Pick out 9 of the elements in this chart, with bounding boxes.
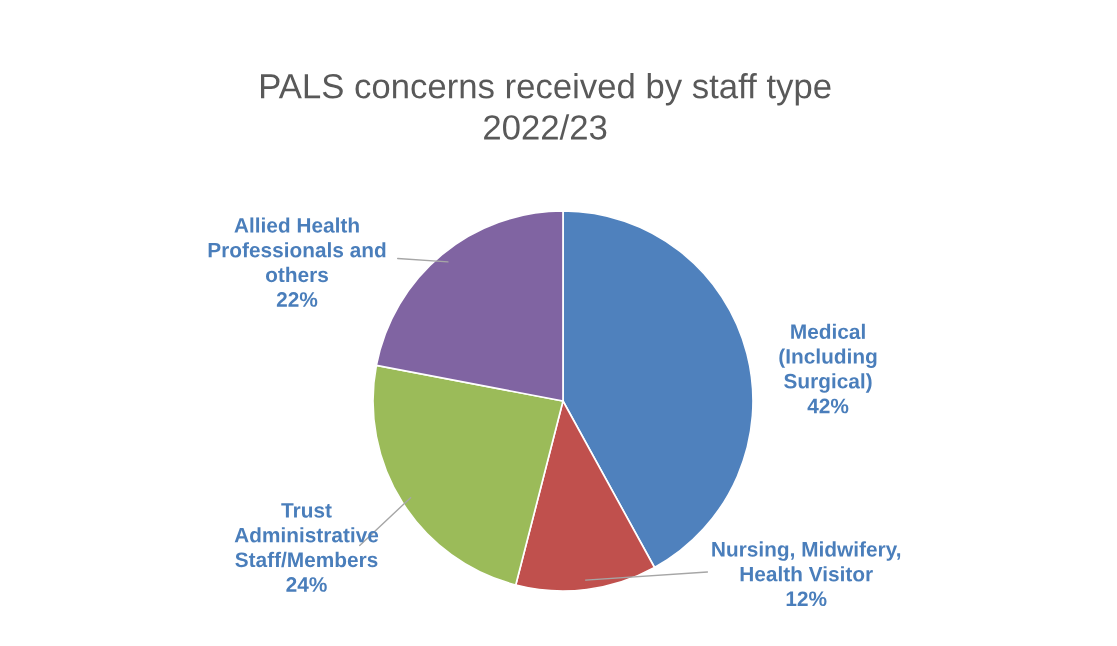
- slice-label: Allied Health Professionals and others: [208, 217, 386, 283]
- data-label: 24%: [286, 577, 327, 592]
- slice-label: Medical (Including Surgical): [779, 323, 877, 393]
- data-label: 22%: [276, 292, 318, 307]
- data-label: 12%: [786, 591, 827, 607]
- chart-title: PALS concerns received by staff type 2022/23: [261, 73, 831, 140]
- slice-label: Nursing, Midwifery, Health Visitor: [712, 541, 901, 582]
- slice-label: Trust Administrative Staff/Members: [234, 503, 379, 568]
- data-label: 42%: [807, 398, 849, 414]
